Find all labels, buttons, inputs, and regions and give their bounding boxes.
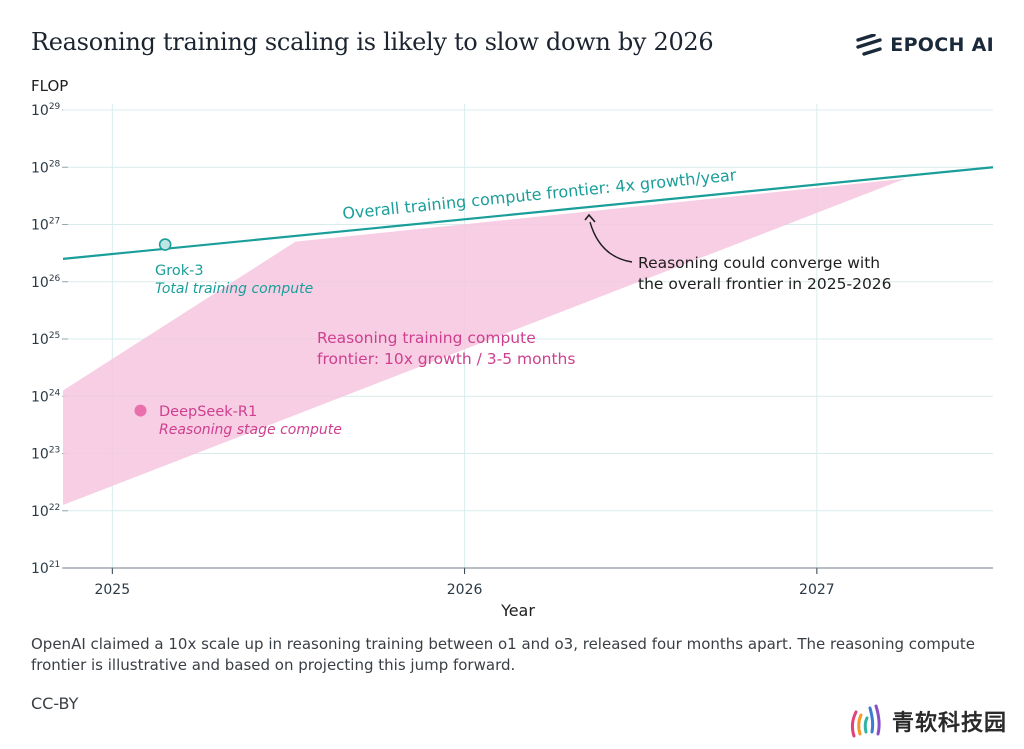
y-tick-label: 1026 — [31, 274, 61, 291]
brand-logo: EPOCH AI — [856, 34, 994, 56]
y-tick-label: 1029 — [31, 102, 61, 119]
y-tick-label: 1021 — [31, 560, 60, 577]
point-label: Grok-3 — [155, 263, 204, 279]
converge-annotation: the overall frontier in 2025-2026 — [638, 275, 892, 293]
y-tick-label: 1027 — [31, 217, 60, 234]
point-label: DeepSeek-R1 — [159, 404, 257, 420]
chart: FLOP 1021 1022 1023 1024 1025 1026 1027 1028 1029… — [31, 77, 994, 620]
overall-frontier-line — [62, 166, 994, 260]
y-tick-label: 1022 — [31, 503, 60, 520]
point-sublabel: Total training compute — [155, 281, 313, 297]
x-tick-label: 2027 — [799, 582, 835, 598]
chart-title: Reasoning training scaling is likely to … — [31, 28, 714, 56]
license-label: CC-BY — [31, 694, 79, 713]
converge-arrow — [589, 221, 633, 263]
reasoning-frontier-label: Reasoning training compute — [317, 329, 536, 347]
y-tick-label: 1025 — [31, 331, 60, 348]
y-tick-label: 1028 — [31, 159, 61, 176]
watermark-text: 青软科技园 — [892, 711, 1008, 736]
point-deepseek-r1 — [134, 404, 147, 417]
brand-name: EPOCH AI — [890, 34, 994, 56]
reasoning-frontier-band — [63, 178, 905, 506]
converge-annotation: Reasoning could converge with — [638, 254, 880, 272]
x-axis-label: Year — [500, 601, 535, 620]
epoch-logo-icon — [856, 34, 882, 56]
point-grok-3 — [158, 238, 172, 251]
y-axis-label: FLOP — [31, 77, 68, 95]
y-tick-label: 1024 — [31, 388, 61, 405]
converge-arrowhead — [584, 213, 596, 223]
x-tick-label: 2026 — [447, 582, 483, 598]
reasoning-frontier-label: frontier: 10x growth / 3-5 months — [317, 350, 575, 368]
y-tick-label: 1023 — [31, 446, 60, 463]
point-sublabel: Reasoning stage compute — [159, 422, 342, 438]
chart-caption: OpenAI claimed a 10x scale up in reasoni… — [31, 635, 975, 674]
x-tick-label: 2025 — [94, 582, 130, 598]
watermark: 青软科技园 — [848, 700, 1007, 742]
signal-waves-icon — [850, 704, 881, 738]
